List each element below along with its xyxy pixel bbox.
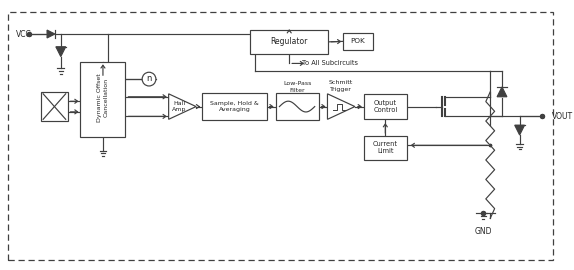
Text: Sample, Hold &
Averaging: Sample, Hold & Averaging: [210, 101, 259, 112]
Text: Schmitt
Trigger: Schmitt Trigger: [329, 80, 354, 92]
Bar: [364, 136, 407, 160]
Text: Dynamic Offset
Cancellation: Dynamic Offset Cancellation: [98, 73, 108, 122]
Polygon shape: [56, 47, 65, 56]
Text: To All Subcircuits: To All Subcircuits: [302, 60, 358, 66]
Circle shape: [142, 72, 156, 86]
Bar: [364, 94, 407, 119]
Text: n: n: [146, 74, 152, 83]
Bar: [80, 62, 126, 137]
Text: Regulator: Regulator: [270, 37, 308, 46]
Polygon shape: [497, 87, 507, 97]
Bar: [250, 30, 328, 54]
Text: Current
Limit: Current Limit: [373, 141, 398, 154]
Bar: [276, 93, 319, 120]
Polygon shape: [515, 125, 525, 135]
Polygon shape: [328, 94, 355, 119]
Text: VOUT: VOUT: [552, 112, 573, 121]
Text: GND: GND: [475, 227, 492, 236]
Text: POK: POK: [351, 38, 365, 44]
Text: Hall
Amp: Hall Amp: [172, 101, 187, 112]
Polygon shape: [169, 94, 196, 119]
Bar: [343, 33, 373, 50]
Polygon shape: [47, 30, 55, 38]
Text: VCC: VCC: [15, 29, 32, 39]
Bar: [41, 92, 68, 121]
Text: Low-Pass
Filter: Low-Pass Filter: [283, 81, 311, 93]
Text: Output
Control: Output Control: [373, 100, 397, 113]
Bar: [202, 93, 267, 120]
